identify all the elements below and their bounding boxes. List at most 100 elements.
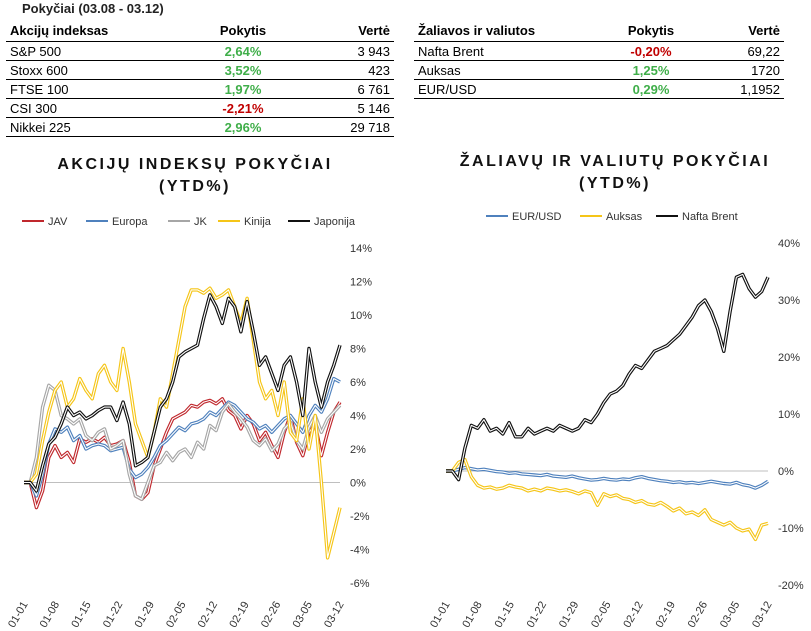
x-tick-label: 01-08	[460, 600, 484, 630]
table-row: Auksas 1,25% 1720	[414, 60, 784, 80]
row-name: EUR/USD	[414, 79, 592, 99]
table-row: FTSE 100 1,97% 6 761	[6, 79, 394, 99]
x-tick-label: 02-05	[589, 600, 613, 630]
commodity-chart-title: ŽALIAVŲ IR VALIUTŲ POKYČIAI (YTD%)	[420, 151, 810, 195]
table-row: S&P 500 2,64% 3 943	[6, 41, 394, 61]
column-header-value: Vertė	[710, 20, 784, 42]
commodity-chart-title-line-2: (YTD%)	[579, 175, 651, 192]
series-line-japonija	[24, 293, 342, 493]
x-tick-label: 03-12	[750, 600, 774, 630]
commodity-chart-y-axis: -20% -10% 0% 10% 20% 30% 40%	[778, 238, 804, 592]
series-inner	[446, 273, 769, 481]
column-header-name: Akcijų indeksas	[6, 20, 184, 42]
y-tick-label: -6%	[350, 578, 370, 590]
commodity-chart-legend: EUR/USD Auksas Nafta Brent	[486, 211, 738, 223]
series-inner	[446, 467, 769, 489]
commodities-table: Žaliavos ir valiutos Pokytis Vertė Nafta…	[414, 20, 784, 99]
legend-label: Auksas	[606, 211, 643, 223]
x-tick-label: 01-15	[493, 600, 517, 630]
column-header-value: Vertė	[302, 20, 394, 42]
row-name: Nikkei 225	[6, 117, 184, 137]
y-tick-label: 0%	[778, 466, 794, 478]
row-value: 6 761	[302, 79, 394, 99]
row-value: 3 943	[302, 41, 394, 61]
series-line-nafta-brent	[446, 272, 770, 482]
series-line-auksas	[446, 457, 769, 542]
y-tick-label: 40%	[778, 238, 800, 250]
x-tick-label: 01-22	[525, 600, 549, 630]
x-tick-label: 03-05	[718, 600, 742, 630]
row-name: Nafta Brent	[414, 41, 592, 61]
y-tick-label: 4%	[350, 411, 366, 423]
row-value: 69,22	[710, 41, 784, 61]
y-tick-label: -2%	[350, 511, 370, 523]
table-row: Stoxx 600 3,52% 423	[6, 60, 394, 80]
y-tick-label: 20%	[778, 352, 800, 364]
table-row: CSI 300 -2,21% 5 146	[6, 98, 394, 118]
table-row: Nikkei 225 2,96% 29 718	[6, 117, 394, 137]
series-inner	[24, 294, 341, 492]
row-name: CSI 300	[6, 98, 184, 118]
y-tick-label: 6%	[350, 377, 366, 389]
series-outline	[446, 272, 770, 482]
y-tick-label: 30%	[778, 295, 800, 307]
column-header-change: Pokytis	[184, 20, 302, 42]
stocks-table: Akcijų indeksas Pokytis Vertė S&P 500 2,6…	[6, 20, 394, 137]
row-change: 0,29%	[592, 79, 710, 99]
y-tick-label: 10%	[350, 310, 372, 322]
row-value: 29 718	[302, 117, 394, 137]
series-inner	[24, 287, 341, 559]
legend-label: Japonija	[314, 216, 356, 228]
series-inner	[24, 384, 341, 500]
table-header-row: Žaliavos ir valiutos Pokytis Vertė	[414, 20, 784, 42]
series-line-eur-usd	[446, 465, 769, 490]
series-line-jk	[24, 383, 342, 501]
legend-label: JK	[194, 216, 208, 228]
y-tick-label: 14%	[350, 243, 372, 255]
period-label: Pokyčiai (03.08 - 03.12)	[22, 1, 164, 16]
table-row: EUR/USD 0,29% 1,1952	[414, 79, 784, 99]
x-tick-label: 02-26	[686, 600, 710, 630]
stock-index-chart: JAV Europa JK Kinija Japonija -6% -4% -2% 0% 2% 4%…	[6, 216, 372, 630]
table-row: Nafta Brent -0,20% 69,22	[414, 41, 784, 61]
y-tick-label: -20%	[778, 580, 804, 592]
series-inner	[446, 459, 769, 540]
legend-label: Nafta Brent	[682, 211, 738, 223]
legend-label: JAV	[48, 216, 68, 228]
column-header-change: Pokytis	[592, 20, 710, 42]
row-change: 1,97%	[184, 79, 302, 99]
y-tick-label: 0%	[350, 478, 366, 490]
stock-chart-legend: JAV Europa JK Kinija Japonija	[22, 216, 356, 228]
y-tick-label: 10%	[778, 409, 800, 421]
stock-chart-y-axis: -6% -4% -2% 0% 2% 4% 6% 8% 10% 12% 14%	[350, 243, 372, 590]
row-change: 2,64%	[184, 41, 302, 61]
table-header-row: Akcijų indeksas Pokytis Vertė	[6, 20, 394, 42]
commodity-chart-x-axis: 01-01 01-08 01-15 01-22 01-29 02-05 02-12 02-19…	[428, 600, 774, 630]
x-tick-label: 02-19	[654, 600, 678, 630]
x-tick-label: 01-29	[557, 600, 581, 630]
row-name: S&P 500	[6, 41, 184, 61]
commodity-chart-title-line-1: ŽALIAVŲ IR VALIUTŲ POKYČIAI	[459, 153, 771, 170]
row-name: Auksas	[414, 60, 592, 80]
row-change: 3,52%	[184, 60, 302, 80]
row-name: Stoxx 600	[6, 60, 184, 80]
row-value: 1720	[710, 60, 784, 80]
row-change: 2,96%	[184, 117, 302, 137]
stock-chart-title-line-2: (YTD%)	[159, 178, 231, 195]
stock-chart-title-line-1: AKCIJŲ INDEKSŲ POKYČIAI	[57, 156, 333, 173]
y-tick-label: -10%	[778, 523, 804, 535]
column-header-name: Žaliavos ir valiutos	[414, 20, 592, 42]
row-change: 1,25%	[592, 60, 710, 80]
row-change: -0,20%	[592, 41, 710, 61]
series-line-kinija	[24, 286, 342, 560]
y-tick-label: 12%	[350, 277, 372, 289]
y-tick-label: 2%	[350, 444, 366, 456]
x-tick-label: 02-12	[621, 600, 645, 630]
stock-chart-title: AKCIJŲ INDEKSŲ POKYČIAI (YTD%)	[0, 154, 390, 198]
row-change: -2,21%	[184, 98, 302, 118]
x-tick-label: 01-01	[428, 600, 452, 630]
row-value: 5 146	[302, 98, 394, 118]
y-tick-label: 8%	[350, 344, 366, 356]
legend-label: Kinija	[244, 216, 272, 228]
